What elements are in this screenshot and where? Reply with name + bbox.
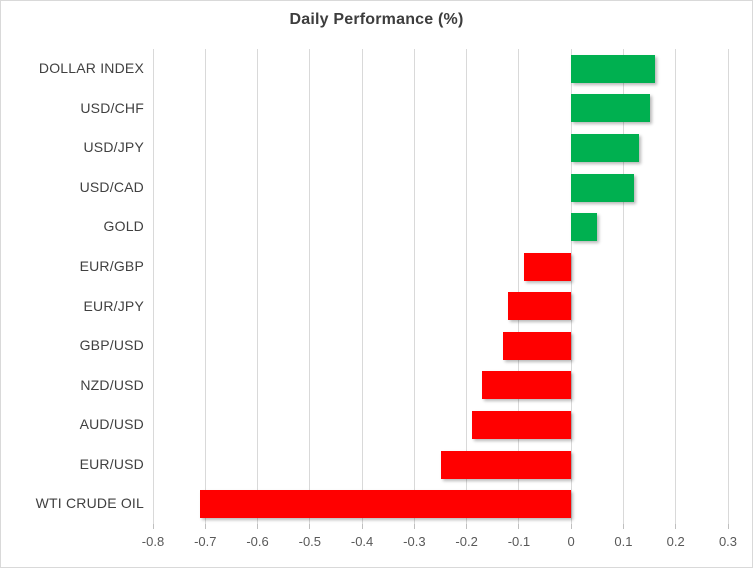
axis-tick bbox=[675, 524, 677, 529]
axis-tick bbox=[309, 524, 311, 529]
gridline bbox=[309, 49, 311, 524]
category-label: EUR/JPY bbox=[83, 297, 144, 314]
x-tick-label: -0.3 bbox=[403, 534, 426, 549]
axis-tick bbox=[257, 524, 259, 529]
bar-aud-usd bbox=[471, 411, 572, 440]
axis-tick bbox=[466, 524, 468, 529]
gridline bbox=[675, 49, 677, 524]
axis-tick bbox=[413, 524, 415, 529]
bar-gold bbox=[571, 213, 598, 242]
x-tick-label: -0.4 bbox=[350, 534, 374, 549]
category-label: EUR/USD bbox=[79, 455, 144, 472]
x-tick-label: -0.5 bbox=[298, 534, 322, 549]
bar-gbp-usd bbox=[503, 331, 572, 360]
gridline bbox=[466, 49, 468, 524]
axis-tick bbox=[361, 524, 363, 529]
gridline bbox=[204, 49, 206, 524]
gridline bbox=[361, 49, 363, 524]
category-label: GOLD bbox=[103, 218, 144, 235]
axis-tick bbox=[570, 524, 572, 529]
x-tick-label: 0.1 bbox=[614, 534, 633, 549]
gridline bbox=[570, 49, 572, 524]
x-tick-label: -0.7 bbox=[194, 534, 217, 549]
bar-eur-jpy bbox=[508, 292, 572, 321]
x-tick-label: 0.3 bbox=[718, 534, 738, 549]
bar-usd-chf bbox=[571, 94, 650, 123]
category-label: NZD/USD bbox=[80, 376, 144, 393]
category-label: USD/JPY bbox=[83, 139, 144, 156]
gridline bbox=[518, 49, 520, 524]
gridline bbox=[152, 49, 154, 524]
axis-tick bbox=[622, 524, 624, 529]
gridline bbox=[727, 49, 729, 524]
category-label: WTI CRUDE OIL bbox=[35, 495, 144, 512]
axis-tick bbox=[204, 524, 206, 529]
category-label: DOLLAR INDEX bbox=[38, 60, 144, 76]
x-tick-label: -0.8 bbox=[141, 534, 165, 549]
bar-wti-crude-oil bbox=[200, 490, 572, 519]
bar-nzd-usd bbox=[482, 371, 572, 400]
gridline bbox=[622, 49, 624, 524]
category-label: USD/CAD bbox=[79, 178, 144, 195]
x-tick-label: 0.2 bbox=[666, 534, 685, 549]
category-label: GBP/USD bbox=[79, 337, 144, 354]
x-tick-label: -0.6 bbox=[246, 534, 269, 549]
bar-dollar-index bbox=[571, 54, 655, 83]
axis-tick bbox=[518, 524, 520, 529]
chart-title: Daily Performance (%) bbox=[289, 11, 464, 28]
x-tick-label: -0.1 bbox=[507, 534, 531, 549]
axis-tick bbox=[727, 524, 729, 529]
gridline bbox=[257, 49, 259, 524]
category-label: AUD/USD bbox=[79, 416, 144, 433]
axis-tick bbox=[152, 524, 154, 529]
bar-eur-usd bbox=[440, 450, 572, 479]
x-tick-label: -0.2 bbox=[455, 534, 478, 549]
plot-area bbox=[152, 49, 729, 529]
category-label: EUR/GBP bbox=[79, 257, 144, 274]
bar-usd-cad bbox=[571, 173, 634, 202]
gridline bbox=[413, 49, 415, 524]
category-label: USD/CHF bbox=[80, 99, 144, 116]
x-tick-label: 0 bbox=[567, 534, 575, 549]
bar-usd-jpy bbox=[571, 133, 640, 162]
bar-eur-gbp bbox=[524, 252, 572, 281]
